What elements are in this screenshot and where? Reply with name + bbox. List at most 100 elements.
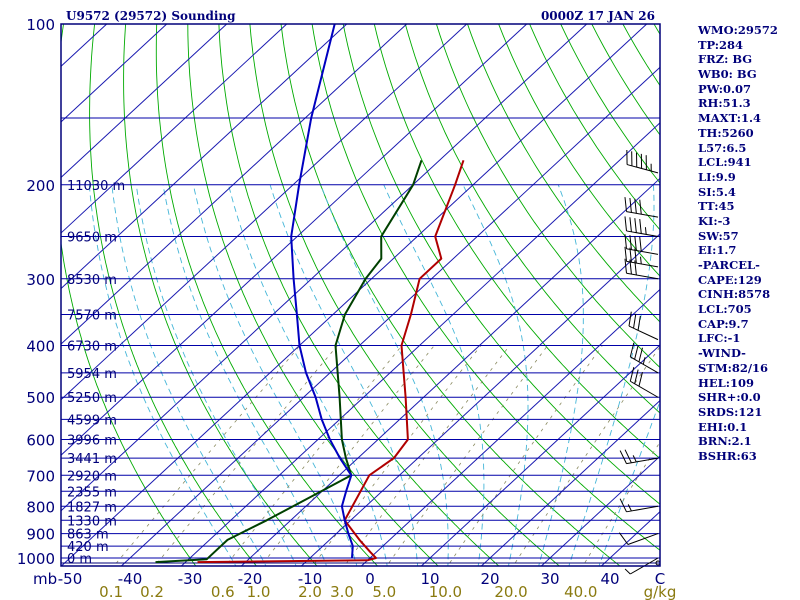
wind-barb-staff: [626, 260, 659, 268]
wind-barb-staff: [626, 272, 659, 280]
wind-barb-flag: [624, 234, 627, 249]
dry-adiabat-line: [123, 24, 318, 566]
isotherm-line: [120, 66, 660, 566]
wind-barb-flag: [634, 345, 639, 360]
mixing-ratio-label: 1.0: [247, 583, 271, 600]
index-item: TT:45: [698, 199, 735, 214]
isotherm-line: [240, 177, 660, 566]
wind-barb-flag: [633, 313, 637, 329]
parcel-line: [290, 24, 354, 559]
temperature-tick-label: 40: [600, 570, 619, 588]
pressure-tick-label: 500: [26, 389, 55, 407]
station-title: U9572 (29572) Sounding: [66, 9, 236, 23]
index-item: L57:6.5: [698, 140, 747, 155]
wind-barb-flag: [634, 218, 637, 233]
isotherm-line: [61, 24, 228, 179]
index-item: SI:5.4: [698, 184, 736, 199]
mixing-ratio-label: 40.0: [564, 583, 597, 600]
mixing-ratio-line: [113, 345, 301, 566]
wind-barb-flag: [624, 258, 627, 274]
isotherm-line: [300, 233, 660, 566]
wind-barb-half-flag: [627, 504, 632, 512]
height-label: 9650 m: [67, 230, 117, 245]
wind-barb: [626, 150, 659, 174]
index-item: CAPE:129: [698, 272, 762, 287]
pressure-tick-label: 100: [26, 16, 55, 34]
temperature-tick-label: -50: [58, 570, 83, 588]
moist-adiabat-line: [88, 184, 237, 566]
mixing-ratio-label: 3.0: [330, 583, 354, 600]
pressure-tick-label: 700: [26, 467, 55, 485]
index-item: SHR+:0.0: [698, 390, 761, 405]
temperature-tick-label: -40: [118, 570, 143, 588]
wind-barb-flag: [634, 260, 637, 276]
isotherm-line: [61, 24, 588, 512]
wind-barb-flag: [618, 532, 629, 545]
index-item: SW:57: [698, 228, 739, 243]
wind-barb-staff: [626, 457, 659, 465]
index-item: -PARCEL-: [698, 258, 760, 272]
wind-barb-flag: [634, 235, 637, 251]
moist-adiabat-line: [269, 184, 419, 566]
height-label: 5954 m: [67, 367, 117, 382]
index-item: EHI:0.1: [698, 419, 748, 434]
index-item: EI:1.7: [698, 243, 737, 258]
sounding-time: 0000Z 17 JAN 26: [541, 9, 655, 23]
wind-barb-staff: [626, 230, 659, 237]
mixing-ratio-label: 0.2: [140, 583, 164, 600]
wind-barb-flag: [637, 315, 641, 331]
index-item: HEL:109: [698, 375, 754, 390]
height-label: 4599 m: [67, 413, 117, 428]
plot-frame: [60, 23, 661, 567]
mixing-ratio-labels: 0.1 0.2 0.6 1.0 2.0 3.0 5.0 10.0 20.0 40.0 g/kg: [99, 583, 676, 600]
height-label: 1827 m: [67, 500, 117, 515]
mixing-ratio-line: [154, 345, 338, 566]
height-label: 420 m: [67, 540, 109, 555]
mixing-ratio-unit-label: g/kg: [644, 583, 677, 600]
wind-barb: [624, 197, 659, 218]
dry-adiabat-line: [467, 24, 660, 323]
dry-adiabat-line: [218, 24, 500, 566]
index-item: WB0: BG: [698, 67, 757, 82]
wind-barb-flag: [629, 367, 635, 382]
wind-barb-staff: [626, 505, 659, 513]
pressure-tick-label: 800: [26, 498, 55, 516]
wind-barb: [619, 498, 659, 513]
mixing-ratio-line: [386, 345, 548, 566]
pressure-tick-label: 200: [26, 177, 55, 195]
mixing-ratio-line: [512, 346, 660, 566]
index-item: LCL:705: [698, 302, 752, 317]
wind-barb-staff: [626, 164, 659, 174]
index-item: BRN:2.1: [698, 434, 752, 449]
height-label: 5250 m: [67, 391, 117, 406]
mixing-ratio-line: [343, 345, 510, 566]
temperature-tick-label: 20: [480, 570, 499, 588]
wind-barb-half-flag: [644, 227, 647, 235]
wind-barb-half-flag: [642, 357, 646, 365]
dry-adiabat-line: [311, 24, 660, 551]
wind-barb-flag: [624, 216, 627, 231]
index-item: FRZ: BG: [698, 52, 753, 67]
wind-barb: [624, 234, 659, 255]
mb-unit-label: mb: [33, 570, 57, 588]
wind-barb: [619, 449, 659, 465]
stability-indices-panel: WMO:29572 TP:284 FRZ: BG WB0: BG PW:0.07 RH:5…: [698, 23, 798, 464]
isotherm-line: [61, 24, 408, 345]
isotherm-line: [360, 288, 660, 566]
moist-adiabat-line: [111, 184, 267, 566]
wind-barb-staff: [626, 248, 659, 255]
wind-barb-flag: [629, 247, 632, 263]
index-item: -WIND-: [698, 346, 746, 361]
wind-barb: [624, 246, 659, 268]
wind-barb-flag: [619, 498, 627, 513]
pressure-axis-labels: 100 200 300 400 500 600 700 800 900 1000 mb: [17, 16, 57, 588]
height-label: 8530 m: [67, 273, 117, 288]
isotherm-line: [61, 24, 288, 234]
wind-barb: [629, 367, 659, 398]
moist-adiabat-line: [320, 184, 449, 566]
wind-barb-half-flag: [632, 455, 637, 463]
mixing-ratio-label: 0.6: [211, 583, 235, 600]
sounding-profiles: [155, 24, 465, 564]
mixing-ratio-line: [224, 345, 403, 566]
chart-grid: [61, 24, 660, 566]
